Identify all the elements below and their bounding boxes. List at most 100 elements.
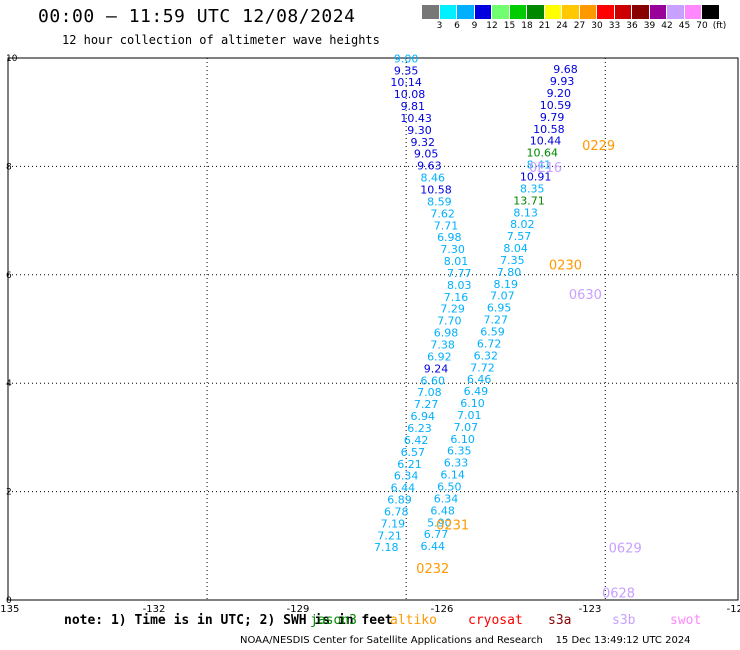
wave-height-value: 7.80 [497,266,522,279]
wave-height-value: 6.60 [420,374,445,387]
wave-height-value: 6.35 [447,445,472,458]
wave-height-value: 7.70 [437,315,462,328]
wave-height-value: 7.27 [414,398,439,411]
pass-label: 0629 [609,541,642,556]
wave-height-value: 10.14 [390,76,422,89]
wave-height-value: 6.72 [477,337,502,350]
wave-height-value: 6.10 [460,397,485,410]
wave-height-value: 7.62 [430,207,455,220]
wave-height-value: 7.21 [377,529,402,542]
wave-height-value: 8.03 [447,279,472,292]
x-tick-label: -129 [287,604,310,615]
wave-height-value: 6.49 [464,385,489,398]
wave-height-value: 7.57 [507,230,532,243]
color-scale-label: 24 [556,21,568,31]
x-tick-label: -132 [143,604,166,615]
wave-height-value: 7.01 [457,409,482,422]
pass-label: 0E16 [529,161,562,176]
color-scale-labels: 3 6 9 12 15 18 21 24 27 30 33 36 39 42 45 70 (ft) [422,21,727,33]
satellite-label-s3b: s3b [612,613,636,628]
wave-height-value: 7.30 [440,243,465,256]
wave-height-value: 8.01 [444,255,469,268]
wave-height-value: 8.35 [520,182,545,195]
wave-height-value: 10.64 [526,147,558,160]
wave-height-value: 7.27 [484,314,509,327]
wave-height-value: 5.90 [427,516,452,529]
wave-height-value: 6.23 [407,422,432,435]
color-scale-label: 39 [643,21,656,31]
wave-height-value: 9.30 [407,124,432,137]
wave-height-value: 7.72 [470,361,495,374]
wave-height-value: 6.44 [420,540,445,553]
footnote: note: 1) Time is in UTC; 2) SWH is in fe… [64,613,393,628]
color-scale-label: 42 [661,21,673,31]
color-scale-label: 36 [626,21,638,31]
wave-height-value: 6.10 [450,433,475,446]
plot-frame [7,57,739,601]
wave-height-value: 9.24 [424,362,449,375]
pass-label: 0230 [549,258,582,273]
color-swatch [649,5,667,19]
x-tick-label: -135 [0,604,19,615]
wave-height-value: 6.33 [444,457,469,470]
wave-height-value: 8.02 [510,218,535,231]
wave-height-value: 6.42 [404,434,429,447]
satellite-label-altiko: altiko [390,613,437,628]
wave-height-value: 7.29 [440,303,465,316]
satellite-label-jason3: jason3 [310,613,357,628]
satellite-label-swot: swot [670,613,702,628]
color-scale-label: 18 [521,21,533,31]
wave-height-value: 8.59 [427,195,452,208]
color-swatch [667,5,685,19]
x-tick-label: -123 [579,604,602,615]
x-tick-label: -124 [727,604,740,615]
color-scale-label: 15 [503,21,516,31]
credit-line: NOAA/NESDIS Center for Satellite Applica… [240,635,691,646]
wave-height-value: 9.79 [540,111,565,124]
wave-height-value: 9.63 [417,160,442,173]
wave-height-value: 8.13 [513,206,538,219]
color-swatch [457,5,475,19]
wave-height-value: 7.77 [447,267,472,280]
color-scale-label: 33 [608,21,621,31]
wave-height-value: 9.68 [553,63,578,76]
wave-height-value: 9.00 [394,52,419,65]
color-swatch [614,5,632,19]
color-swatch [509,5,527,19]
color-swatch [544,5,562,19]
wave-height-value: 7.38 [430,339,455,352]
y-tick-label: 8 [6,162,12,172]
pass-label: 0232 [416,562,449,577]
wave-height-value: 6.59 [480,326,505,339]
wave-height-value: 7.07 [454,421,479,434]
color-scale-label: 12 [486,21,498,31]
color-scale-label: 70 [696,21,708,31]
wave-height-value: 9.81 [401,100,426,113]
wave-height-value: 7.16 [444,291,469,304]
wave-height-value: 9.20 [547,87,572,100]
y-tick-label: 4 [6,379,12,389]
color-swatch [579,5,597,19]
pass-label: 0628 [602,586,635,601]
wave-height-value: 6.48 [430,504,455,517]
wave-height-value: 10.08 [394,88,426,101]
wave-height-value: 6.14 [440,469,465,482]
color-swatch [702,5,720,19]
color-swatch [422,5,440,19]
color-swatch [684,5,702,19]
wave-height-value: 13.71 [513,194,545,207]
color-swatch [597,5,615,19]
chart-subtitle: 12 hour collection of altimeter wave hei… [62,33,380,47]
wave-height-value: 6.95 [487,302,512,315]
wave-height-value: 8.19 [493,278,518,291]
wave-height-value: 9.05 [414,148,439,161]
wave-height-value: 9.35 [394,64,419,77]
wave-height-value: 6.32 [474,349,499,362]
color-scale-label: 45 [678,21,691,31]
color-scale-label: 30 [591,21,603,31]
wave-height-value: 6.98 [434,327,459,340]
color-swatch [562,5,580,19]
wave-height-value: 10.59 [540,99,572,112]
color-scale-label: 9 [471,21,478,31]
